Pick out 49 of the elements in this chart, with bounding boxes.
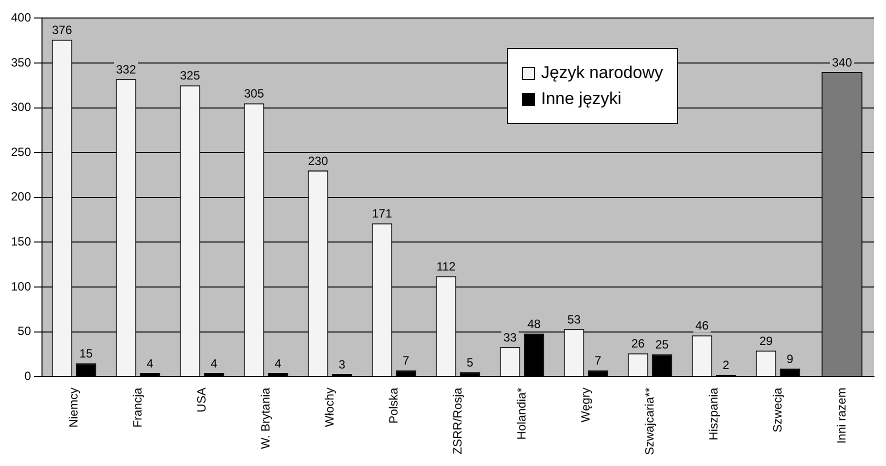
x-tick-label: Węgry <box>578 388 592 422</box>
y-tick-label: 350 <box>10 55 32 70</box>
x-tick-label: Niemcy <box>66 388 80 428</box>
y-tick-label: 400 <box>10 10 32 25</box>
y-tick-label: 200 <box>10 190 32 204</box>
data-label: 305 <box>244 86 264 101</box>
data-label: 112 <box>436 260 456 274</box>
data-label: 7 <box>594 354 602 368</box>
data-label: 4 <box>146 356 154 370</box>
x-tick-label: Francja <box>130 387 144 428</box>
x-tick-label: Hiszpania <box>706 387 720 440</box>
data-label: 29 <box>759 334 773 348</box>
x-tick-label: Szwecja <box>770 387 784 432</box>
data-label: 376 <box>52 23 72 38</box>
x-tick-label: Holandia* <box>514 387 528 440</box>
data-label: 26 <box>631 336 645 351</box>
x-tick-label: USA <box>194 388 208 412</box>
data-label: 15 <box>79 346 94 361</box>
legend-label: Inne języki <box>541 89 622 109</box>
data-label: 230 <box>308 154 328 168</box>
data-label: 340 <box>832 55 852 70</box>
data-label: 7 <box>402 354 410 368</box>
data-label: 46 <box>695 318 709 333</box>
x-tick-label: Włochy <box>322 388 336 427</box>
x-tick-label: Inni razem <box>834 388 848 444</box>
x-tick-label: ZSRR/Rosja <box>450 387 464 454</box>
x-tick-label: Polska <box>386 387 400 424</box>
y-tick-label: 100 <box>10 279 32 294</box>
data-label: 5 <box>466 355 474 370</box>
y-tick-label: 150 <box>10 234 32 249</box>
data-label: 3 <box>338 357 346 372</box>
x-tick-label: Szwajcaria** <box>642 387 656 455</box>
data-label: 4 <box>274 356 282 370</box>
data-label: 9 <box>786 352 794 366</box>
data-label: 25 <box>655 338 669 352</box>
data-label: 2 <box>722 358 730 372</box>
data-label: 4 <box>210 356 218 370</box>
y-tick-label: 0 <box>24 368 32 383</box>
legend-label: Język narodowy <box>541 63 663 83</box>
data-label: 53 <box>567 312 581 326</box>
x-tick-label: W. Brytania <box>258 387 272 449</box>
data-label: 325 <box>180 68 200 83</box>
data-label: 48 <box>527 316 542 331</box>
y-tick-label: 250 <box>10 144 32 159</box>
y-tick-label: 50 <box>18 324 32 338</box>
y-tick-label: 300 <box>10 100 32 114</box>
data-label: 332 <box>116 62 136 76</box>
data-label: 171 <box>372 206 392 221</box>
data-label: 33 <box>503 330 518 344</box>
